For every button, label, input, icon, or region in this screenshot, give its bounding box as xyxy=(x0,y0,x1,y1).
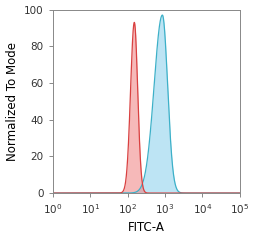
X-axis label: FITC-A: FITC-A xyxy=(127,222,164,234)
Y-axis label: Normalized To Mode: Normalized To Mode xyxy=(6,42,19,161)
